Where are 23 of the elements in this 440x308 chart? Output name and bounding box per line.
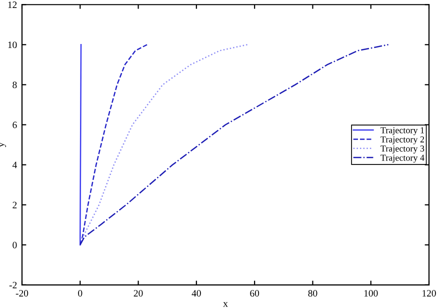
- y-tick-label: 4: [12, 162, 17, 168]
- x-tick-label: 100: [364, 290, 378, 297]
- line-series: [80, 44, 148, 246]
- legend-label: Trajectory 3: [380, 146, 424, 154]
- x-tick-label: 80: [308, 290, 318, 297]
- y-tick-label: 12: [8, 2, 17, 8]
- x-axis-title: x: [223, 302, 228, 307]
- legend-label: Trajectory 4: [380, 154, 424, 163]
- x-tick-label: 120: [422, 290, 436, 297]
- x-tick-label: 0: [78, 290, 82, 297]
- y-tick-label: 2: [12, 202, 17, 208]
- x-tick-label: 20: [134, 290, 143, 297]
- y-tick-label: 8: [12, 82, 17, 88]
- legend-label: Trajectory 2: [380, 136, 424, 144]
- x-tick-label: 60: [250, 290, 260, 297]
- x-tick-label: -20: [16, 290, 28, 297]
- y-tick-label: -2: [9, 282, 17, 288]
- y-tick-label: 10: [8, 42, 17, 48]
- legend-label: Trajectory 1: [380, 127, 424, 136]
- line-series: [80, 44, 248, 246]
- x-tick-label: 40: [192, 290, 201, 297]
- y-tick-label: 0: [12, 242, 17, 248]
- y-tick-label: 6: [12, 122, 17, 128]
